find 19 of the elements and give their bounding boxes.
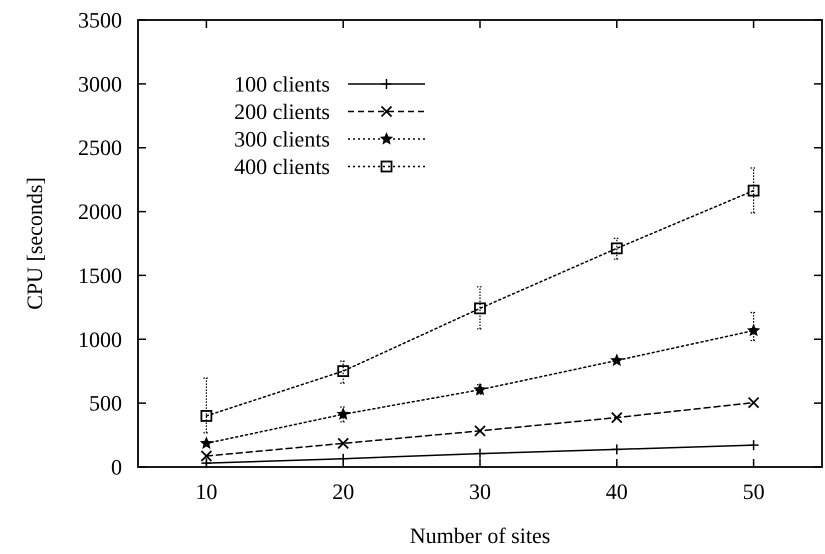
y-tick-label: 500 <box>89 390 122 416</box>
legend-label: 200 clients <box>234 99 330 124</box>
x-tick-label: 40 <box>606 479 628 504</box>
x-axis-title: Number of sites <box>410 523 550 548</box>
y-tick-label: 2500 <box>78 135 122 160</box>
y-tick-label: 1500 <box>78 262 122 288</box>
x-tick-label: 50 <box>742 479 765 504</box>
y-tick-label: 3000 <box>78 71 122 96</box>
y-axis-title: CPU [seconds] <box>22 177 47 310</box>
y-tick-label: 3500 <box>78 8 122 32</box>
x-tick-label: 20 <box>332 479 354 504</box>
x-tick-label: 10 <box>195 479 218 504</box>
y-tick-label: 0 <box>111 454 122 480</box>
legend-label: 100 clients <box>234 72 330 96</box>
legend-label: 300 clients <box>234 126 330 152</box>
legend-label: 400 clients <box>234 154 330 179</box>
y-tick-label: 2000 <box>78 199 122 224</box>
x-tick-label: 30 <box>469 479 491 504</box>
y-tick-label: 1000 <box>78 326 122 352</box>
